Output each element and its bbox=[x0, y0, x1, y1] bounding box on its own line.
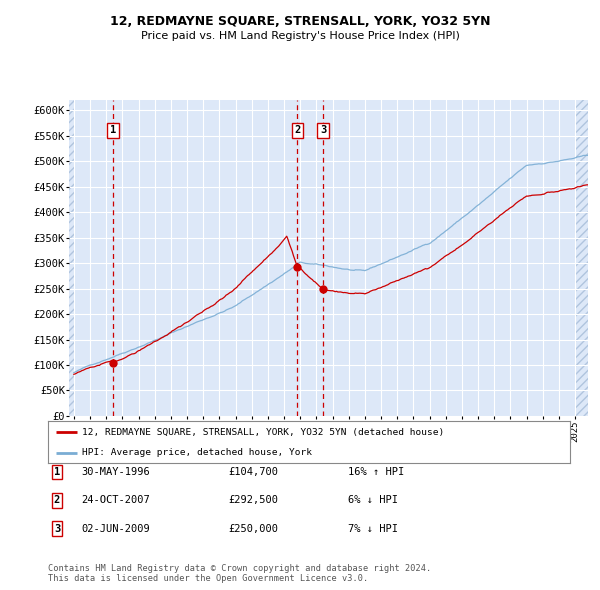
Text: 30-MAY-1996: 30-MAY-1996 bbox=[81, 467, 150, 477]
Text: Price paid vs. HM Land Registry's House Price Index (HPI): Price paid vs. HM Land Registry's House … bbox=[140, 31, 460, 41]
Bar bbox=[575, 100, 588, 416]
Text: 12, REDMAYNE SQUARE, STRENSALL, YORK, YO32 5YN (detached house): 12, REDMAYNE SQUARE, STRENSALL, YORK, YO… bbox=[82, 428, 444, 437]
Text: £104,700: £104,700 bbox=[228, 467, 278, 477]
Bar bbox=[69, 100, 74, 416]
Text: 12, REDMAYNE SQUARE, STRENSALL, YORK, YO32 5YN: 12, REDMAYNE SQUARE, STRENSALL, YORK, YO… bbox=[110, 15, 490, 28]
Text: HPI: Average price, detached house, York: HPI: Average price, detached house, York bbox=[82, 448, 312, 457]
Text: 6% ↓ HPI: 6% ↓ HPI bbox=[348, 496, 398, 505]
Text: 2: 2 bbox=[54, 496, 60, 505]
Text: 02-JUN-2009: 02-JUN-2009 bbox=[81, 524, 150, 533]
Text: 2: 2 bbox=[294, 125, 301, 135]
Text: 16% ↑ HPI: 16% ↑ HPI bbox=[348, 467, 404, 477]
Text: Contains HM Land Registry data © Crown copyright and database right 2024.
This d: Contains HM Land Registry data © Crown c… bbox=[48, 563, 431, 583]
Text: 1: 1 bbox=[54, 467, 60, 477]
Text: £292,500: £292,500 bbox=[228, 496, 278, 505]
Text: 7% ↓ HPI: 7% ↓ HPI bbox=[348, 524, 398, 533]
Text: 3: 3 bbox=[320, 125, 326, 135]
Text: 24-OCT-2007: 24-OCT-2007 bbox=[81, 496, 150, 505]
Text: 3: 3 bbox=[54, 524, 60, 533]
Text: £250,000: £250,000 bbox=[228, 524, 278, 533]
Text: 1: 1 bbox=[110, 125, 116, 135]
